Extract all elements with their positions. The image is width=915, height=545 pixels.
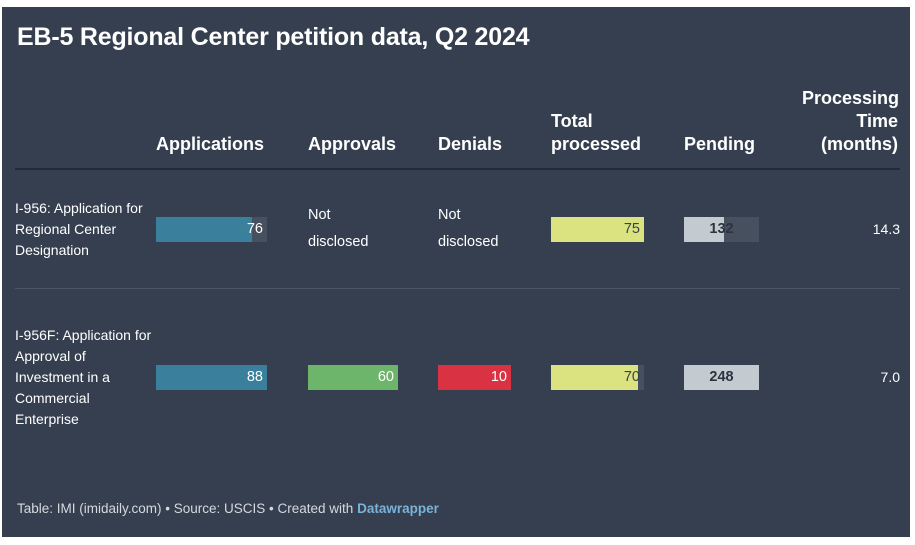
header-total-processed[interactable]: Total processed (551, 87, 684, 170)
table-card: EB-5 Regional Center petition data, Q2 2… (2, 7, 910, 537)
page-title: EB-5 Regional Center petition data, Q2 2… (17, 23, 530, 51)
denials-bar (438, 364, 511, 390)
header-row: Applications Approvals Denials Total pro… (15, 87, 900, 170)
nd-line1: Not (308, 207, 331, 223)
processing-time-value: 7.0 (880, 369, 900, 385)
nd-line2: disclosed (308, 234, 369, 250)
header-approvals[interactable]: Approvals (308, 87, 438, 170)
footer-credits: Table: IMI (imidaily.com) • Source: USCI… (17, 501, 439, 516)
header-ptime-line1: Processing (802, 88, 900, 108)
row-label: I-956F: Application for Approval of Inve… (15, 326, 152, 427)
petition-table: Applications Approvals Denials Total pro… (15, 87, 900, 465)
table-row: I-956: Application for Regional Center D… (15, 169, 900, 289)
applications-value: 76 (246, 220, 263, 237)
pending-value: 248 (709, 368, 734, 385)
approvals-not-disclosed: Not disclosed (308, 202, 438, 256)
applications-bar (156, 216, 252, 242)
total-processed-track: 75 (551, 216, 644, 242)
header-pending[interactable]: Pending (684, 87, 802, 170)
header-total-line1: Total (551, 111, 593, 131)
denials-track: 10 (438, 364, 511, 390)
row-label: I-956: Application for Regional Center D… (15, 169, 156, 289)
total-processed-bar (551, 364, 638, 390)
approvals-bar (308, 364, 398, 390)
table-row: I-956F: Application for Approval of Inve… (15, 289, 900, 466)
applications-track: 76 (156, 216, 267, 242)
applications-bar (156, 364, 267, 390)
header-ptime-line3: (months) (821, 134, 898, 154)
footer-text: Table: IMI (imidaily.com) • Source: USCI… (17, 501, 354, 516)
total-processed-value: 75 (623, 220, 640, 237)
total-processed-track: 70 (551, 364, 644, 390)
approvals-track: 60 (308, 364, 398, 390)
header-row-label (15, 87, 156, 170)
datawrapper-link[interactable]: Datawrapper (357, 501, 439, 516)
header-total-line2: processed (551, 134, 642, 154)
pending-track: 248 (684, 364, 759, 390)
applications-track: 88 (156, 364, 267, 390)
nd-line1: Not (438, 207, 461, 223)
denials-not-disclosed: Not disclosed (438, 202, 551, 256)
pending-bar (684, 364, 759, 390)
pending-track: 132 (684, 216, 759, 242)
header-denials[interactable]: Denials (438, 87, 551, 170)
total-processed-value: 70 (623, 368, 640, 385)
pending-bar (684, 216, 724, 242)
approvals-value: 60 (377, 368, 394, 385)
applications-value: 88 (246, 368, 263, 385)
header-processing-time[interactable]: Processing Time (months) (802, 87, 900, 170)
pending-value: 132 (709, 220, 734, 237)
header-ptime-line2: Time (856, 111, 898, 131)
processing-time-value: 14.3 (802, 169, 900, 289)
nd-line2: disclosed (438, 234, 499, 250)
denials-value: 10 (490, 368, 507, 385)
header-applications[interactable]: Applications (156, 87, 308, 170)
total-processed-bar (551, 216, 644, 242)
